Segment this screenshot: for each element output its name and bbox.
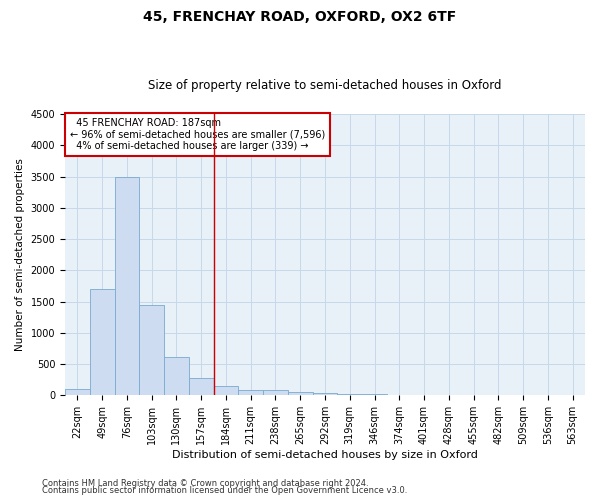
Bar: [337, 394, 362, 396]
Bar: [189, 378, 214, 396]
Bar: [65, 389, 90, 396]
Bar: [115, 176, 139, 396]
Text: Contains public sector information licensed under the Open Government Licence v3: Contains public sector information licen…: [42, 486, 407, 495]
Bar: [214, 386, 238, 396]
Bar: [139, 304, 164, 396]
Bar: [288, 392, 313, 396]
Y-axis label: Number of semi-detached properties: Number of semi-detached properties: [15, 158, 25, 351]
Text: Contains HM Land Registry data © Crown copyright and database right 2024.: Contains HM Land Registry data © Crown c…: [42, 478, 368, 488]
Text: 45 FRENCHAY ROAD: 187sqm
← 96% of semi-detached houses are smaller (7,596)
  4% : 45 FRENCHAY ROAD: 187sqm ← 96% of semi-d…: [70, 118, 325, 152]
Text: 45, FRENCHAY ROAD, OXFORD, OX2 6TF: 45, FRENCHAY ROAD, OXFORD, OX2 6TF: [143, 10, 457, 24]
Bar: [263, 390, 288, 396]
Bar: [313, 393, 337, 396]
Bar: [90, 289, 115, 396]
Bar: [238, 390, 263, 396]
X-axis label: Distribution of semi-detached houses by size in Oxford: Distribution of semi-detached houses by …: [172, 450, 478, 460]
Bar: [164, 356, 189, 396]
Bar: [362, 394, 387, 396]
Title: Size of property relative to semi-detached houses in Oxford: Size of property relative to semi-detach…: [148, 79, 502, 92]
